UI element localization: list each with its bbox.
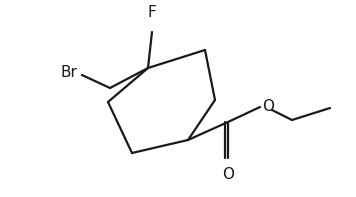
Text: O: O: [222, 167, 234, 182]
Text: O: O: [262, 98, 274, 113]
Text: F: F: [148, 5, 156, 20]
Text: Br: Br: [60, 64, 77, 80]
